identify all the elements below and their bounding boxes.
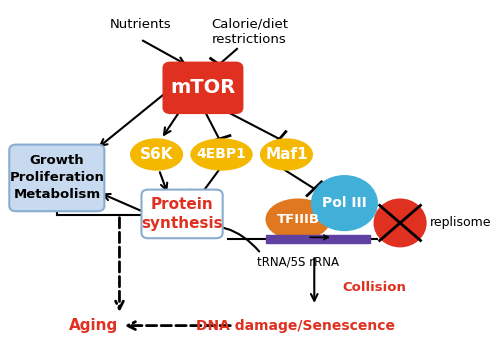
Ellipse shape [374, 200, 426, 246]
Ellipse shape [266, 200, 330, 239]
Ellipse shape [192, 139, 252, 170]
Ellipse shape [261, 139, 312, 170]
FancyBboxPatch shape [164, 63, 242, 113]
Text: 4EBP1: 4EBP1 [196, 147, 246, 162]
Text: Protein
synthesis: Protein synthesis [142, 196, 223, 231]
Text: Pol III: Pol III [322, 196, 367, 210]
Text: Growth
Proliferation
Metabolism: Growth Proliferation Metabolism [10, 154, 104, 201]
Ellipse shape [312, 176, 377, 230]
Text: Aging: Aging [70, 318, 118, 333]
Text: TFIIIB: TFIIIB [276, 213, 320, 226]
Ellipse shape [131, 139, 182, 170]
Text: DNA damage/Senescence: DNA damage/Senescence [196, 319, 395, 333]
Bar [266, 235, 370, 243]
Text: S6K: S6K [140, 147, 173, 162]
Text: Calorie/diet
restrictions: Calorie/diet restrictions [211, 17, 288, 46]
FancyBboxPatch shape [10, 144, 104, 211]
Text: mTOR: mTOR [170, 78, 235, 97]
FancyBboxPatch shape [142, 189, 222, 238]
Text: replisome: replisome [430, 216, 492, 229]
Text: Maf1: Maf1 [265, 147, 308, 162]
Text: Nutrients: Nutrients [110, 17, 171, 30]
Text: tRNA/5S rRNA: tRNA/5S rRNA [257, 255, 339, 268]
Text: Collision: Collision [342, 281, 406, 294]
